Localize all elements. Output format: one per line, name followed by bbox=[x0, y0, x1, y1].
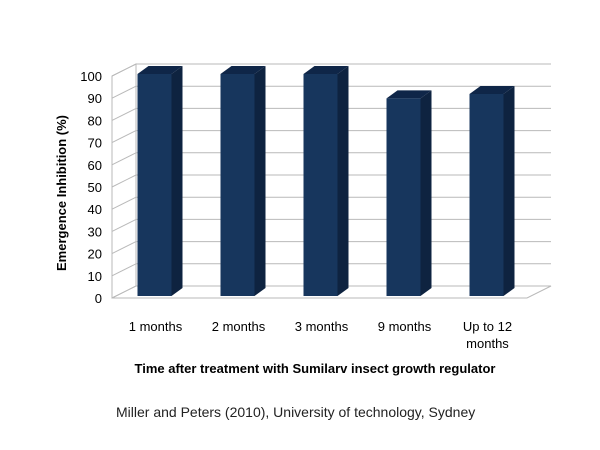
bar-top bbox=[386, 90, 432, 99]
x-axis-label: Time after treatment with Sumilarv insec… bbox=[135, 361, 496, 376]
gridline-diagonal bbox=[111, 263, 137, 277]
y-axis-ticks: 0 10 20 30 40 50 60 70 80 90 100 bbox=[80, 69, 102, 306]
x-tick-label: Up to 12 months bbox=[463, 319, 512, 351]
bar bbox=[386, 90, 432, 296]
gridline-diagonal bbox=[111, 174, 137, 188]
y-tick-label: 100 bbox=[80, 69, 102, 84]
x-tick-label: 3 months bbox=[295, 319, 349, 334]
chart: 0 10 20 30 40 50 60 70 80 90 100 1 months 2 months 3… bbox=[54, 63, 552, 376]
bar-top bbox=[220, 66, 266, 74]
y-tick-label: 70 bbox=[88, 136, 102, 151]
gridline-diagonal bbox=[111, 107, 137, 121]
bar-front bbox=[469, 93, 504, 296]
gridline-diagonal bbox=[111, 241, 137, 255]
bar-top bbox=[469, 85, 515, 94]
bar bbox=[303, 66, 349, 296]
y-tick-label: 30 bbox=[88, 224, 102, 239]
y-tick-label: 80 bbox=[88, 113, 102, 128]
bar bbox=[220, 66, 266, 296]
gridline-diagonal bbox=[111, 85, 137, 99]
gridline-diagonal bbox=[111, 152, 137, 166]
bar-front bbox=[303, 74, 338, 296]
y-tick-label: 50 bbox=[88, 180, 102, 195]
bar-side bbox=[254, 66, 266, 296]
bar-side bbox=[420, 90, 432, 296]
bar-side bbox=[171, 66, 183, 296]
source-caption: Miller and Peters (2010), University of … bbox=[116, 404, 476, 420]
bar bbox=[469, 85, 515, 296]
bar-side bbox=[337, 66, 349, 296]
x-tick-label: 2 months bbox=[212, 319, 266, 334]
gridline-diagonal bbox=[111, 196, 137, 210]
y-tick-label: 40 bbox=[88, 202, 102, 217]
gridline-diagonal bbox=[111, 63, 137, 77]
x-axis-ticks: 1 months 2 months 3 months 9 months Up to 12… bbox=[129, 319, 512, 351]
x-tick-label: 9 months bbox=[378, 319, 432, 334]
y-axis-label: Emergence Inhibition (%) bbox=[54, 115, 69, 271]
gridline-diagonal bbox=[111, 130, 137, 144]
bar-top bbox=[303, 66, 349, 74]
y-tick-label: 60 bbox=[88, 158, 102, 173]
bars bbox=[137, 66, 515, 296]
bar-side bbox=[503, 85, 515, 296]
bar-front bbox=[386, 98, 421, 296]
y-tick-label: 0 bbox=[95, 291, 102, 306]
y-tick-label: 90 bbox=[88, 91, 102, 106]
x-tick-label: 1 months bbox=[129, 319, 183, 334]
bar-top bbox=[137, 66, 183, 74]
y-tick-label: 20 bbox=[88, 247, 102, 262]
bar-front bbox=[220, 74, 255, 296]
bar-front bbox=[137, 74, 172, 296]
bar bbox=[137, 66, 183, 296]
gridline-diagonal bbox=[111, 218, 137, 232]
y-tick-label: 10 bbox=[88, 269, 102, 284]
